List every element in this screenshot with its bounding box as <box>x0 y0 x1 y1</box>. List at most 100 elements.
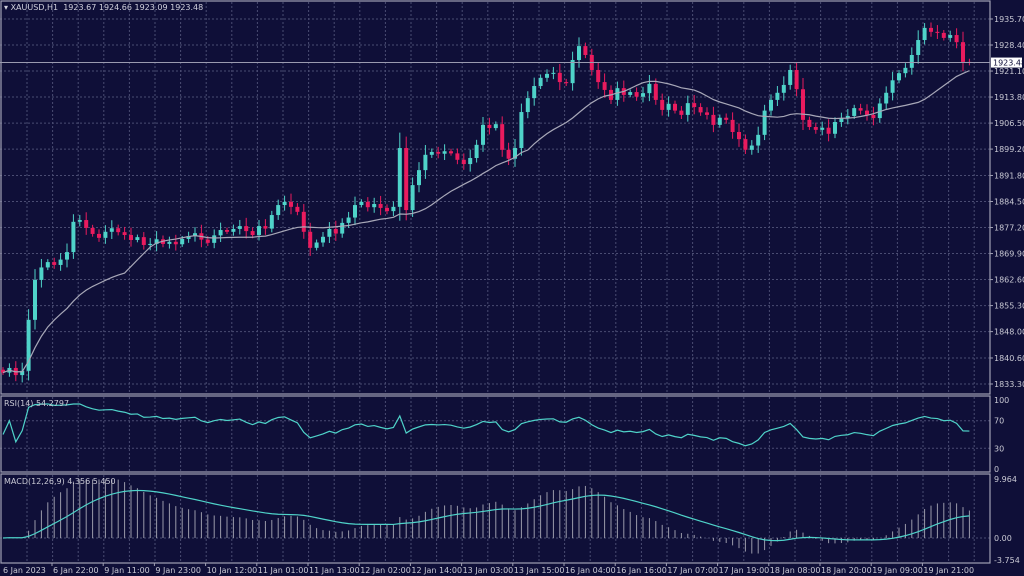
candle-bearish <box>724 117 729 120</box>
candle-bullish <box>852 108 857 116</box>
x-tick-label: 12 Jan 02:00 <box>360 566 411 575</box>
x-tick-label: 18 Jan 08:00 <box>770 566 821 575</box>
candle-bullish <box>193 233 197 237</box>
candle-bullish <box>65 252 69 260</box>
candle-bearish <box>455 153 460 160</box>
macd-panel-border <box>0 473 991 564</box>
candle-bullish <box>749 145 754 150</box>
y-tick-label: 1913.80 <box>994 93 1024 102</box>
candle-bullish <box>577 46 581 60</box>
candle-bearish <box>263 226 268 229</box>
candle-bullish <box>346 217 351 223</box>
candle-bullish <box>788 69 793 85</box>
candle-bearish <box>500 124 505 150</box>
candle-bearish <box>295 206 300 212</box>
y-tick-label: 1906.50 <box>994 119 1024 128</box>
candle-bullish <box>474 144 479 159</box>
rsi-line <box>2 403 970 447</box>
candle-bullish <box>685 103 690 115</box>
candle-bullish <box>756 134 761 146</box>
candle-bearish <box>506 149 511 159</box>
rsi-tick-label: 30 <box>994 444 1004 453</box>
current-price-label: 1923.48 <box>993 59 1024 68</box>
candle-bullish <box>167 241 172 244</box>
candle-bearish <box>794 69 799 90</box>
candle-bearish <box>122 232 127 236</box>
candle-bullish <box>257 226 261 236</box>
x-tick-label: 9 Jan 11:00 <box>104 566 150 575</box>
candle-bearish <box>698 107 703 113</box>
candle-bearish <box>84 220 89 228</box>
candle-bearish <box>801 89 805 120</box>
x-tick-label: 12 Jan 14:00 <box>411 566 462 575</box>
candle-bearish <box>954 35 959 43</box>
candle-bullish <box>493 124 498 129</box>
x-tick-label: 6 Jan 2023 <box>3 566 46 575</box>
candle-bearish <box>557 72 562 83</box>
y-tick-label: 1869.90 <box>994 250 1024 259</box>
candle-bullish <box>833 122 837 134</box>
candle-bullish <box>353 205 357 218</box>
dropdown-triangle-icon[interactable]: ▾ <box>4 3 11 12</box>
candle-bearish <box>961 42 965 62</box>
y-tick-label: 1840.60 <box>994 354 1024 363</box>
candle-bullish <box>545 73 549 78</box>
candle-bullish <box>781 84 786 93</box>
candle-bullish <box>897 73 901 81</box>
candle-bearish <box>289 201 293 207</box>
candle-bullish <box>340 222 345 234</box>
main-panel-border <box>0 0 991 395</box>
candle-bullish <box>641 93 645 97</box>
candle-bullish <box>180 238 185 245</box>
candle-bearish <box>871 114 876 119</box>
candle-bearish <box>333 228 338 234</box>
x-tick-label: 19 Jan 09:00 <box>872 566 923 575</box>
candle-bullish <box>948 35 953 38</box>
candle-bullish <box>45 262 50 268</box>
y-tick-label: 1877.20 <box>994 224 1024 233</box>
x-tick-label: 10 Jan 12:00 <box>207 566 258 575</box>
candle-bullish <box>525 98 530 113</box>
candle-bullish <box>538 77 543 87</box>
candle-bullish <box>423 154 428 171</box>
candle-bullish <box>218 230 223 236</box>
candle-bullish <box>372 203 377 208</box>
candle-bearish <box>865 110 869 115</box>
x-tick-label: 16 Jan 04:00 <box>565 566 616 575</box>
candle-bearish <box>301 211 306 232</box>
candle-bullish <box>148 243 153 245</box>
candle-bearish <box>737 131 741 140</box>
candle-bearish <box>583 46 588 56</box>
candle-bearish <box>436 151 441 154</box>
x-tick-label: 9 Jan 23:00 <box>155 566 201 575</box>
symbol-label: XAUUSD,H1 <box>10 3 59 12</box>
candle-bearish <box>52 262 57 265</box>
candle-bullish <box>519 112 524 149</box>
candle-bearish <box>141 237 146 245</box>
candle-bearish <box>308 231 313 248</box>
candle-bearish <box>941 32 946 38</box>
candle-bullish <box>282 201 287 206</box>
high-value: 1924.66 <box>98 3 132 12</box>
candle-bearish <box>378 203 383 208</box>
macd-tick-label: 9.964 <box>994 475 1017 484</box>
candle-bullish <box>276 205 281 216</box>
rsi-tick-label: 100 <box>994 396 1009 405</box>
candle-bullish <box>666 103 671 110</box>
candle-bullish <box>237 226 242 229</box>
candle-bearish <box>90 227 95 234</box>
macd-title: MACD(12,26,9) 4.356 5.450 <box>4 477 116 486</box>
candle-bearish <box>596 69 601 83</box>
candle-bearish <box>673 103 677 111</box>
candle-bullish <box>359 201 364 206</box>
candle-bearish <box>858 108 863 111</box>
y-tick-label: 1855.30 <box>994 302 1024 311</box>
candle-bearish <box>129 235 133 240</box>
candle-bullish <box>417 170 421 186</box>
rsi-panel-border <box>0 395 991 473</box>
candle-bullish <box>615 88 620 100</box>
candle-bearish <box>1 369 5 373</box>
candle-bearish <box>935 31 940 33</box>
candle-bullish <box>839 118 844 123</box>
